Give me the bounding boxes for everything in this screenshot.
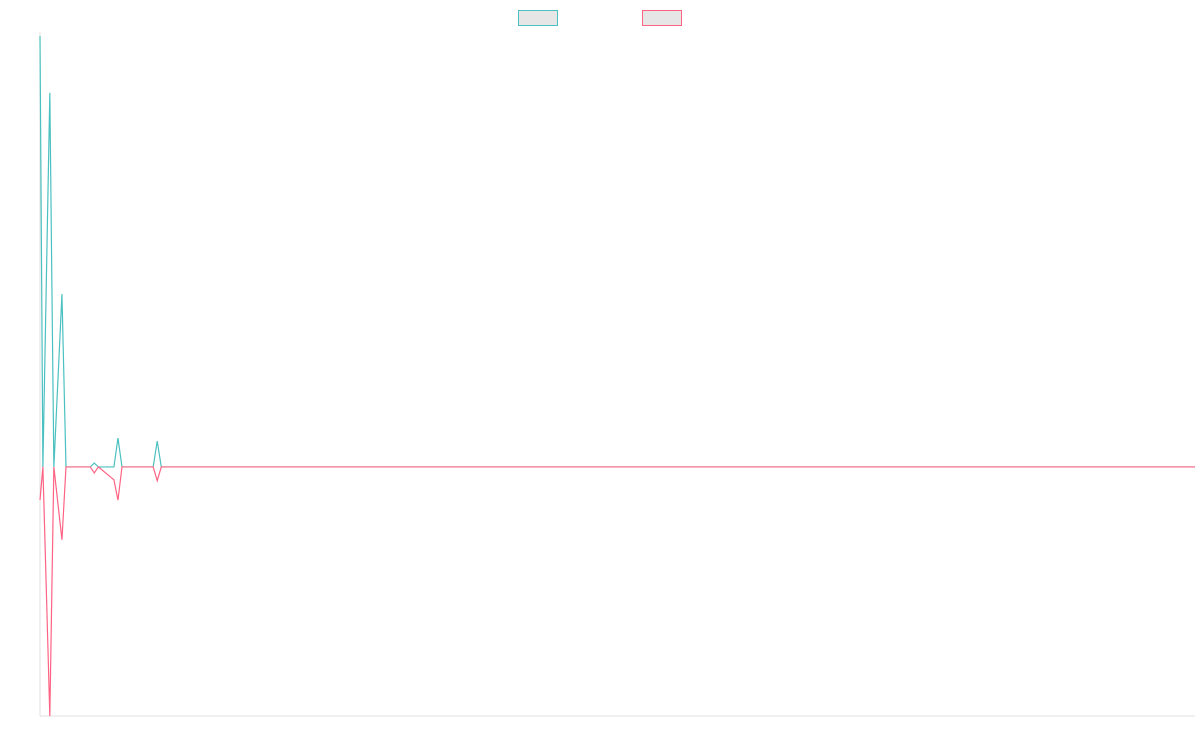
legend-swatch[interactable] <box>518 10 558 26</box>
data-line <box>39 35 1195 468</box>
data-line <box>39 466 1195 717</box>
legend-swatch[interactable] <box>642 10 682 26</box>
